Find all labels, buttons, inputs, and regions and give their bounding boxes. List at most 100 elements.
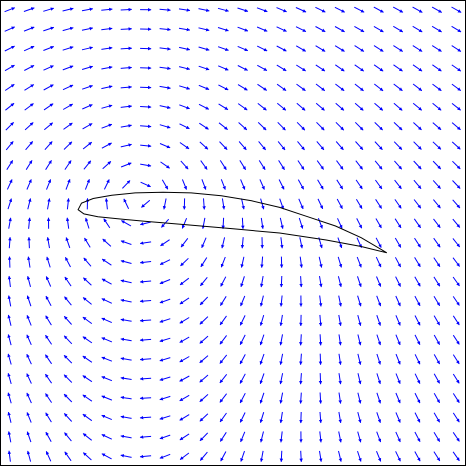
vector-arrow — [8, 217, 12, 229]
vector-arrow — [432, 64, 442, 72]
vector-arrow — [62, 46, 74, 51]
vector-arrow — [179, 104, 190, 110]
vector-arrow — [64, 296, 72, 306]
vector-arrow — [120, 376, 132, 381]
vector-arrow — [433, 412, 441, 423]
vector-arrow — [45, 393, 53, 403]
vector-arrow — [101, 258, 112, 266]
vector-arrow — [27, 198, 32, 210]
vector-arrow — [219, 412, 227, 423]
vector-arrow — [102, 161, 112, 170]
vector-arrow — [452, 334, 460, 345]
vector-arrow — [101, 27, 113, 31]
vector-arrow — [23, 7, 35, 12]
vector-arrow — [338, 411, 342, 424]
vector-arrow — [395, 276, 401, 287]
vector-arrow — [451, 141, 461, 150]
vector-arrow — [376, 295, 382, 307]
vector-arrow — [394, 160, 403, 170]
vector-arrow — [241, 198, 245, 210]
vector-arrow — [297, 141, 305, 151]
vector-arrow — [43, 103, 54, 111]
vector-arrow — [179, 277, 190, 286]
vector-arrow — [318, 392, 323, 404]
vector-arrow — [334, 26, 345, 33]
vector-arrow — [355, 141, 364, 151]
vector-arrow — [64, 160, 72, 170]
vector-arrow — [101, 376, 113, 382]
vector-arrow — [26, 412, 32, 423]
vector-arrow — [279, 411, 283, 424]
vector-arrow — [296, 64, 306, 72]
vector-arrow — [221, 217, 225, 230]
vector-arrow — [317, 179, 324, 190]
vector-arrow — [7, 411, 12, 423]
vector-arrow — [338, 392, 342, 404]
vector-arrow — [375, 237, 382, 248]
vector-arrow — [337, 276, 343, 288]
vector-arrow — [120, 124, 132, 128]
vector-arrow — [43, 65, 54, 71]
vector-arrow — [337, 218, 343, 229]
vector-arrow — [44, 354, 53, 365]
vector-arrow — [395, 334, 401, 346]
vector-arrow — [451, 45, 462, 52]
vector-arrow — [139, 377, 152, 381]
vector-arrow — [376, 392, 382, 404]
vector-arrow — [121, 220, 132, 227]
vector-arrow — [452, 412, 460, 423]
vector-arrow — [219, 354, 228, 364]
vector-arrow — [338, 334, 342, 346]
vector-arrow — [24, 84, 35, 91]
vector-arrow — [433, 218, 441, 229]
vector-arrow — [259, 314, 265, 326]
vector-arrow — [276, 102, 287, 111]
vector-arrow — [4, 83, 15, 91]
vector-arrow — [4, 7, 16, 13]
vector-arrow — [221, 198, 226, 210]
vector-arrow — [120, 104, 133, 109]
vector-arrow — [159, 8, 171, 12]
vector-arrow — [199, 394, 209, 403]
vector-arrow — [318, 450, 323, 463]
vector-arrow — [62, 7, 74, 12]
vector-arrow — [62, 103, 74, 110]
vector-arrow — [315, 45, 326, 52]
vector-arrow — [376, 431, 382, 443]
vector-arrow — [452, 393, 460, 403]
vector-arrow — [82, 375, 93, 383]
vector-arrow — [63, 141, 73, 150]
vector-arrow — [334, 6, 346, 13]
vector-arrow — [6, 160, 14, 170]
vector-arrow — [26, 353, 32, 365]
vector-arrow — [395, 431, 401, 443]
vector-arrow — [201, 237, 207, 249]
vector-arrow — [26, 431, 32, 443]
vector-arrow — [198, 84, 210, 90]
vector-arrow — [296, 102, 306, 111]
vector-arrow — [179, 356, 190, 363]
vector-arrow — [139, 454, 152, 459]
vector-arrow — [63, 393, 73, 403]
vector-arrow — [452, 373, 460, 384]
vector-arrow — [179, 85, 191, 90]
vector-arrow — [43, 26, 55, 32]
vector-arrow — [219, 315, 227, 326]
vector-arrow — [159, 66, 171, 71]
vector-arrow — [318, 334, 323, 346]
vector-arrow — [335, 64, 345, 72]
vector-arrow — [101, 142, 112, 149]
vector-arrow — [375, 199, 383, 209]
vector-arrow — [237, 65, 248, 71]
vector-arrow — [82, 433, 93, 441]
vector-arrow — [298, 217, 304, 229]
vector-arrow — [394, 237, 402, 248]
vector-arrow — [199, 451, 208, 461]
vector-arrow — [101, 356, 113, 362]
vector-arrow — [414, 257, 421, 268]
vector-arrow — [452, 257, 461, 267]
vector-arrow — [220, 256, 226, 268]
vector-arrow — [139, 435, 152, 439]
vector-arrow — [338, 353, 342, 366]
vector-arrow — [24, 103, 34, 111]
